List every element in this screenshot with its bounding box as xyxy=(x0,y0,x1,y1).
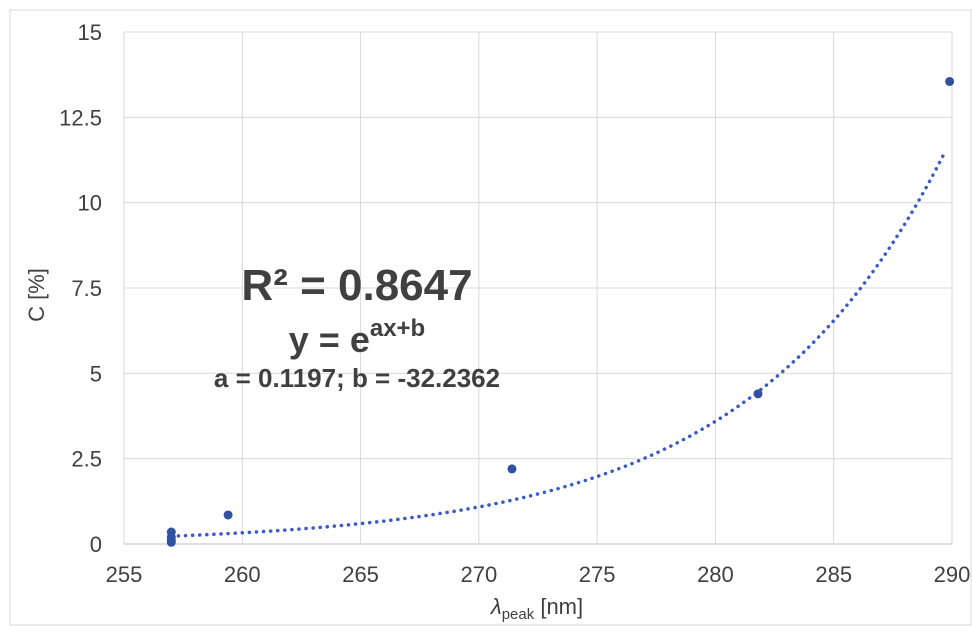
x-tick-label: 285 xyxy=(815,562,852,587)
equation-exponent: ax+b xyxy=(370,315,425,342)
y-tick-label: 5 xyxy=(90,361,102,386)
x-tick-label: 280 xyxy=(697,562,734,587)
x-axis-title: λpeak [nm] xyxy=(490,594,583,623)
x-tick-label: 290 xyxy=(934,562,971,587)
trendline-layer xyxy=(169,150,947,538)
parameters-label: a = 0.1197; b = -32.2362 xyxy=(214,363,500,393)
data-point xyxy=(223,510,233,520)
data-points xyxy=(166,76,955,547)
x-tick-label: 275 xyxy=(579,562,616,587)
data-point xyxy=(945,76,955,86)
r-squared-label: R² = 0.8647 xyxy=(241,261,472,310)
equation-label: y = eax+b xyxy=(289,315,425,360)
x-tick-label: 260 xyxy=(224,562,261,587)
y-tick-label: 15 xyxy=(78,20,102,45)
x-tick-label: 255 xyxy=(106,562,143,587)
y-tick-label: 12.5 xyxy=(59,105,102,130)
y-tick-label: 7.5 xyxy=(71,276,102,301)
x-axis-title-main: λ xyxy=(490,594,502,619)
x-axis-title-unit: [nm] xyxy=(534,594,583,619)
y-axis-title: C [%] xyxy=(24,268,49,322)
chart-frame xyxy=(9,9,972,626)
equation-base: y = e xyxy=(289,319,370,360)
exponential-trendline xyxy=(169,150,947,538)
x-axis-title-sub: peak xyxy=(502,606,535,623)
x-tick-label: 265 xyxy=(342,562,379,587)
gridlines xyxy=(123,31,953,545)
data-point xyxy=(166,537,176,547)
y-tick-label: 10 xyxy=(78,191,102,216)
y-tick-label: 2.5 xyxy=(71,447,102,472)
tick-labels: 0 2.5 5 7.5 10 12.5 15 255 260 265 270 275 280 285 290 xyxy=(59,20,970,587)
data-point xyxy=(507,464,517,474)
x-tick-label: 270 xyxy=(460,562,497,587)
y-tick-label: 0 xyxy=(90,532,102,557)
data-point xyxy=(753,389,763,399)
